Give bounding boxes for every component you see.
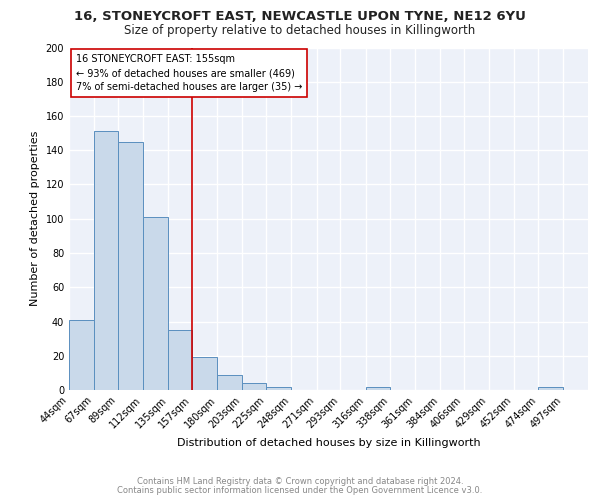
Text: Size of property relative to detached houses in Killingworth: Size of property relative to detached ho… [124,24,476,37]
Text: 16, STONEYCROFT EAST, NEWCASTLE UPON TYNE, NE12 6YU: 16, STONEYCROFT EAST, NEWCASTLE UPON TYN… [74,10,526,24]
Bar [538,386,563,390]
Bar [266,386,292,390]
Y-axis label: Number of detached properties: Number of detached properties [30,131,40,306]
Text: 16 STONEYCROFT EAST: 155sqm
← 93% of detached houses are smaller (469)
7% of sem: 16 STONEYCROFT EAST: 155sqm ← 93% of det… [76,54,302,92]
Text: Contains HM Land Registry data © Crown copyright and database right 2024.: Contains HM Land Registry data © Crown c… [137,478,463,486]
Bar [192,358,217,390]
Bar [143,217,168,390]
Bar [365,386,389,390]
Bar [242,383,266,390]
Bar [94,132,118,390]
X-axis label: Distribution of detached houses by size in Killingworth: Distribution of detached houses by size … [176,438,481,448]
Text: Contains public sector information licensed under the Open Government Licence v3: Contains public sector information licen… [118,486,482,495]
Bar [69,320,94,390]
Bar [118,142,143,390]
Bar [168,330,192,390]
Bar [217,374,242,390]
